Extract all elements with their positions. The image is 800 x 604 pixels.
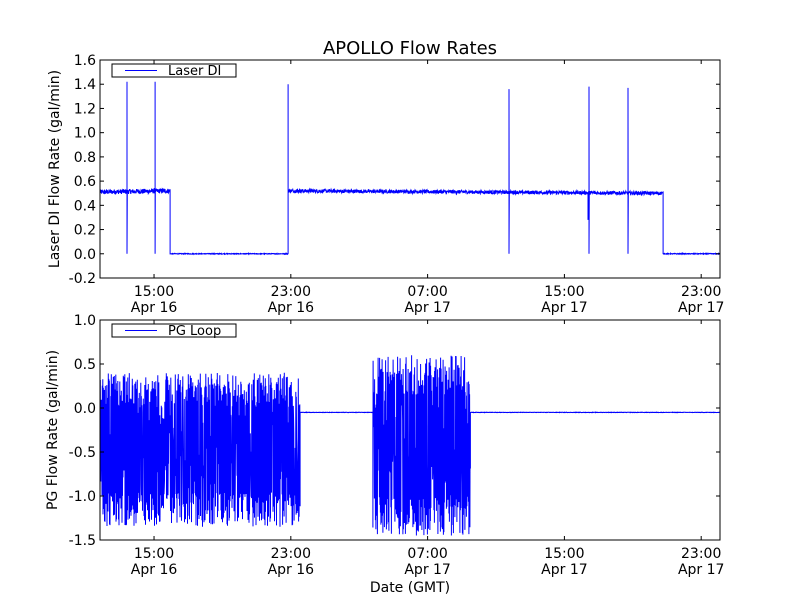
pg-loop-legend: PG Loop: [111, 323, 237, 339]
x-tick-label-time: 15:00: [134, 546, 174, 562]
y-tick-label: 1.0: [74, 126, 96, 142]
y-axis-label-pg-loop: PG Flow Rate (gal/min): [45, 350, 61, 510]
y-tick-label: 1.2: [74, 101, 96, 117]
y-tick-label: 0.6: [74, 174, 96, 190]
legend-label: Laser DI: [168, 64, 221, 79]
x-tick-label-time: 15:00: [544, 546, 584, 562]
x-tick-label-time: 23:00: [271, 284, 311, 300]
x-tick-label-date: Apr 17: [541, 300, 587, 316]
y-tick-label: 1.6: [74, 53, 96, 69]
laser-di-axes: -0.20.00.20.40.60.81.01.21.41.615:00Apr …: [69, 53, 725, 316]
x-tick-label-date: Apr 17: [678, 562, 724, 578]
x-tick-label-time: 15:00: [544, 284, 584, 300]
x-tick-label-time: 07:00: [407, 546, 447, 562]
x-tick-label-date: Apr 16: [268, 300, 315, 316]
x-tick-label-date: Apr 17: [404, 300, 450, 316]
chart-title: APOLLO Flow Rates: [323, 38, 497, 59]
y-tick-label: 1.0: [74, 313, 96, 329]
x-tick-label-date: Apr 16: [131, 300, 178, 316]
y-tick-label: 0.5: [74, 357, 96, 373]
laser-di-series-line: [100, 81, 720, 256]
x-tick-label-date: Apr 17: [541, 562, 587, 578]
pg-loop-series-line: [100, 355, 720, 536]
y-tick-label: -0.2: [69, 271, 96, 287]
y-tick-label: -1.5: [69, 533, 96, 549]
y-axis-label-laser-di: Laser DI Flow Rate (gal/min): [47, 70, 63, 268]
legend-label: PG Loop: [168, 324, 221, 339]
axes-frame: [99, 59, 721, 279]
x-tick-label-time: 23:00: [271, 546, 311, 562]
y-tick-label: 1.4: [74, 77, 96, 93]
y-tick-label: -0.5: [69, 445, 96, 461]
y-tick-label: -1.0: [69, 489, 96, 505]
x-tick-label-time: 23:00: [681, 284, 721, 300]
y-tick-label: 0.2: [74, 223, 96, 239]
y-tick-label: 0.0: [74, 247, 96, 263]
x-tick-label-date: Apr 17: [404, 562, 450, 578]
x-tick-label-date: Apr 17: [678, 300, 724, 316]
x-tick-label-time: 23:00: [681, 546, 721, 562]
y-tick-label: 0.4: [74, 198, 96, 214]
x-tick-label-time: 15:00: [134, 284, 174, 300]
x-tick-label-date: Apr 16: [268, 562, 315, 578]
laser-di-legend: Laser DI: [111, 63, 237, 79]
x-tick-label-date: Apr 16: [131, 562, 178, 578]
x-tick-label-time: 07:00: [407, 284, 447, 300]
y-tick-label: 0.8: [74, 150, 96, 166]
x-axis-label: Date (GMT): [370, 580, 450, 596]
y-tick-label: 0.0: [74, 401, 96, 417]
axes-frame: [99, 319, 721, 541]
